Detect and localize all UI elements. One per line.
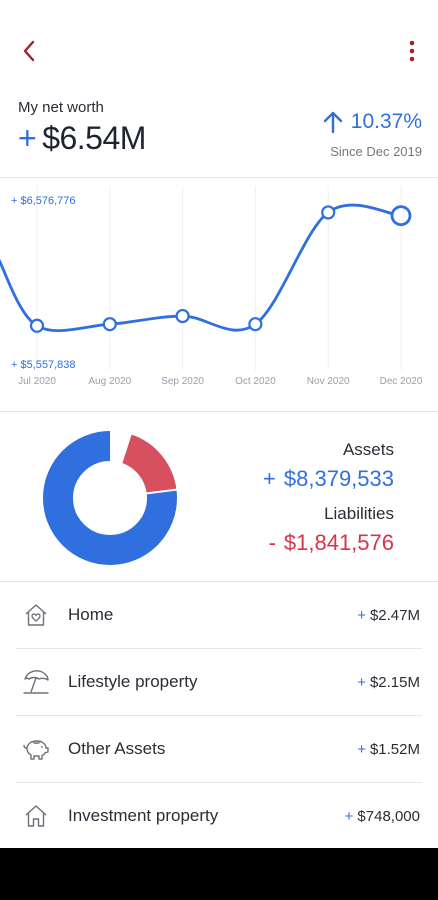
amount-sign: + <box>357 606 366 624</box>
assets-liabilities-donut <box>43 431 178 565</box>
liabilities-value: - $1,841,576 <box>269 530 394 556</box>
list-item-amount: + $748,000 <box>345 808 420 825</box>
list-item-label: Investment property <box>68 806 219 825</box>
assets-liabilities-summary: Assets + $8,379,533 Liabilities - $1,841,5… <box>0 412 438 582</box>
list-item-lifestyle-property[interactable]: Lifestyle property + $2.15M <box>16 649 422 716</box>
data-point <box>390 205 412 227</box>
assets-label: Assets <box>342 440 394 459</box>
x-tick-label: Oct 2020 <box>235 376 276 387</box>
list-item-amount: + $2.47M <box>357 607 420 624</box>
arrow-up-icon <box>323 111 342 134</box>
amount-value: $2.47M <box>369 606 420 624</box>
top-bar <box>0 0 438 92</box>
net-worth-change: 10.37% <box>323 110 422 134</box>
vertical-ellipsis-icon <box>409 40 415 62</box>
assets-amount: $8,379,533 <box>283 466 394 491</box>
net-worth-amount: $6.54M <box>42 120 146 156</box>
list-item-amount: + $2.15M <box>357 674 420 691</box>
house-icon <box>18 798 54 834</box>
amount-sign: + <box>344 807 354 825</box>
data-point <box>321 205 336 220</box>
x-tick-label: Aug 2020 <box>88 376 131 387</box>
net-worth-change-value: 10.37% <box>350 110 422 133</box>
net-worth-line-chart: + $6,576,776 + $5,557,838 Jul 2020 Aug 2020… <box>0 186 423 387</box>
amount-sign: + <box>357 740 366 758</box>
asset-category-list: Home + $2.47M Lifestyle property + $2.15M … <box>0 582 438 850</box>
net-worth-value: + $6.54M <box>18 120 146 157</box>
list-item-investment-property[interactable]: Investment property + $748,000 <box>16 783 422 850</box>
net-worth-since: Since Dec 2019 <box>330 144 422 159</box>
net-worth-sign: + <box>18 120 37 156</box>
list-item-other-assets[interactable]: Other Assets + $1.52M <box>16 716 422 783</box>
piggy-bank-icon <box>18 731 54 767</box>
house-heart-icon <box>18 597 54 633</box>
x-tick-label: Dec 2020 <box>380 376 423 387</box>
list-item-label: Other Assets <box>68 739 166 758</box>
list-item-home[interactable]: Home + $2.47M <box>16 582 422 649</box>
net-worth-chart[interactable]: + $6,576,776 + $5,557,838 Jul 2020 Aug 2020… <box>0 178 438 412</box>
x-tick-label: Nov 2020 <box>307 376 350 387</box>
x-tick-label: Sep 2020 <box>161 376 204 387</box>
x-tick-label: Jul 2020 <box>18 376 56 387</box>
list-item-label: Lifestyle property <box>68 672 198 691</box>
y-min-label: + $5,557,838 <box>11 359 76 371</box>
liabilities-amount: $1,841,576 <box>283 530 394 555</box>
donut-assets-slice <box>43 431 177 565</box>
amount-value: $1.52M <box>369 740 420 758</box>
data-point <box>175 308 190 324</box>
list-item-label: Home <box>68 605 114 624</box>
donut-separator <box>145 488 178 495</box>
net-worth-summary: My net worth + $6.54M 10.37% Since Dec 20… <box>0 92 438 178</box>
assets-sign: + <box>263 466 276 491</box>
assets-value: + $8,379,533 <box>263 466 394 492</box>
data-point <box>102 317 117 332</box>
y-max-label: + $6,576,776 <box>11 195 76 207</box>
data-point <box>248 317 263 332</box>
amount-value: $748,000 <box>357 807 420 825</box>
more-options-button[interactable] <box>400 34 424 68</box>
beach-umbrella-icon <box>18 664 54 700</box>
amount-value: $2.15M <box>369 673 420 691</box>
chevron-left-icon <box>23 40 35 62</box>
donut-separator <box>120 433 132 465</box>
list-item-amount: + $1.52M <box>357 741 420 758</box>
back-button[interactable] <box>14 34 44 68</box>
system-navigation-bar <box>0 848 438 900</box>
amount-sign: + <box>357 673 366 691</box>
liabilities-label: Liabilities <box>324 504 394 523</box>
net-worth-label: My net worth <box>18 99 104 116</box>
liabilities-sign: - <box>268 530 276 555</box>
series-line <box>0 203 403 333</box>
data-point <box>29 318 45 333</box>
